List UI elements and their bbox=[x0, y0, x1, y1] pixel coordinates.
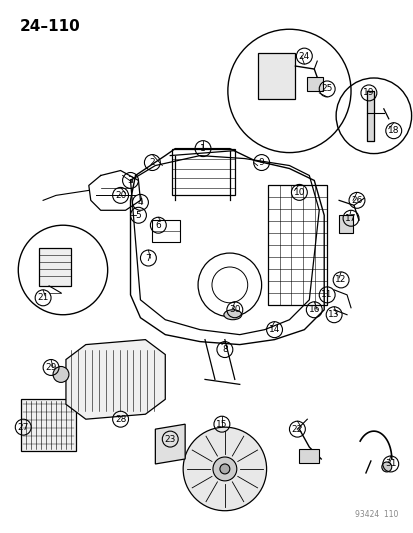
Text: 14: 14 bbox=[268, 325, 280, 334]
Text: 26: 26 bbox=[351, 196, 362, 205]
Bar bbox=[299, 449, 318, 463]
Bar bbox=[257, 53, 295, 99]
Bar bbox=[39, 248, 71, 286]
Bar bbox=[21, 399, 76, 451]
Text: 93424  110: 93424 110 bbox=[354, 510, 398, 519]
Bar bbox=[267, 185, 326, 305]
Text: 18: 18 bbox=[387, 126, 399, 135]
Circle shape bbox=[219, 464, 229, 474]
Text: 13: 13 bbox=[328, 310, 339, 319]
Text: 1: 1 bbox=[199, 144, 205, 153]
Text: 5: 5 bbox=[135, 211, 141, 220]
Text: 3: 3 bbox=[127, 176, 133, 185]
Text: 7: 7 bbox=[145, 254, 151, 263]
Text: 16: 16 bbox=[308, 305, 319, 314]
Text: 20: 20 bbox=[115, 191, 126, 200]
Text: 23: 23 bbox=[164, 434, 176, 443]
Text: 17: 17 bbox=[344, 214, 356, 223]
Text: 29: 29 bbox=[45, 363, 57, 372]
Polygon shape bbox=[66, 340, 165, 419]
Text: 24: 24 bbox=[298, 52, 309, 61]
Text: 24–110: 24–110 bbox=[19, 19, 80, 34]
Circle shape bbox=[183, 427, 266, 511]
Text: 30: 30 bbox=[228, 305, 240, 314]
Polygon shape bbox=[366, 91, 373, 141]
Circle shape bbox=[381, 462, 391, 472]
Bar bbox=[152, 220, 180, 242]
Text: 28: 28 bbox=[115, 415, 126, 424]
Text: 27: 27 bbox=[17, 423, 29, 432]
Circle shape bbox=[53, 367, 69, 382]
Text: 4: 4 bbox=[137, 198, 143, 207]
Text: 6: 6 bbox=[155, 221, 161, 230]
Text: 9: 9 bbox=[258, 158, 264, 167]
Text: 8: 8 bbox=[221, 345, 227, 354]
Text: 12: 12 bbox=[335, 276, 346, 285]
Polygon shape bbox=[155, 424, 185, 464]
Text: 31: 31 bbox=[384, 459, 396, 469]
Bar bbox=[306, 77, 323, 91]
Circle shape bbox=[212, 457, 236, 481]
Text: 19: 19 bbox=[362, 88, 374, 98]
Text: 15: 15 bbox=[216, 419, 227, 429]
Text: 10: 10 bbox=[293, 188, 304, 197]
Ellipse shape bbox=[223, 310, 241, 320]
Text: 21: 21 bbox=[37, 293, 49, 302]
Text: 11: 11 bbox=[320, 290, 332, 300]
Text: 25: 25 bbox=[321, 84, 332, 93]
Text: 2: 2 bbox=[149, 158, 155, 167]
Bar bbox=[338, 215, 352, 233]
Text: 22: 22 bbox=[291, 425, 302, 434]
